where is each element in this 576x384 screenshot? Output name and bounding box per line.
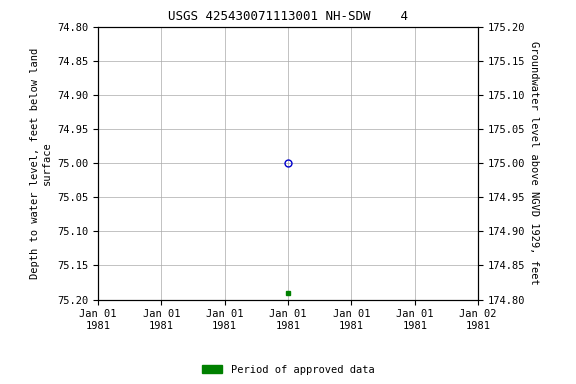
Title: USGS 425430071113001 NH-SDW    4: USGS 425430071113001 NH-SDW 4 — [168, 10, 408, 23]
Y-axis label: Groundwater level above NGVD 1929, feet: Groundwater level above NGVD 1929, feet — [529, 41, 539, 285]
Y-axis label: Depth to water level, feet below land
surface: Depth to water level, feet below land su… — [30, 48, 51, 279]
Legend: Period of approved data: Period of approved data — [198, 361, 378, 379]
